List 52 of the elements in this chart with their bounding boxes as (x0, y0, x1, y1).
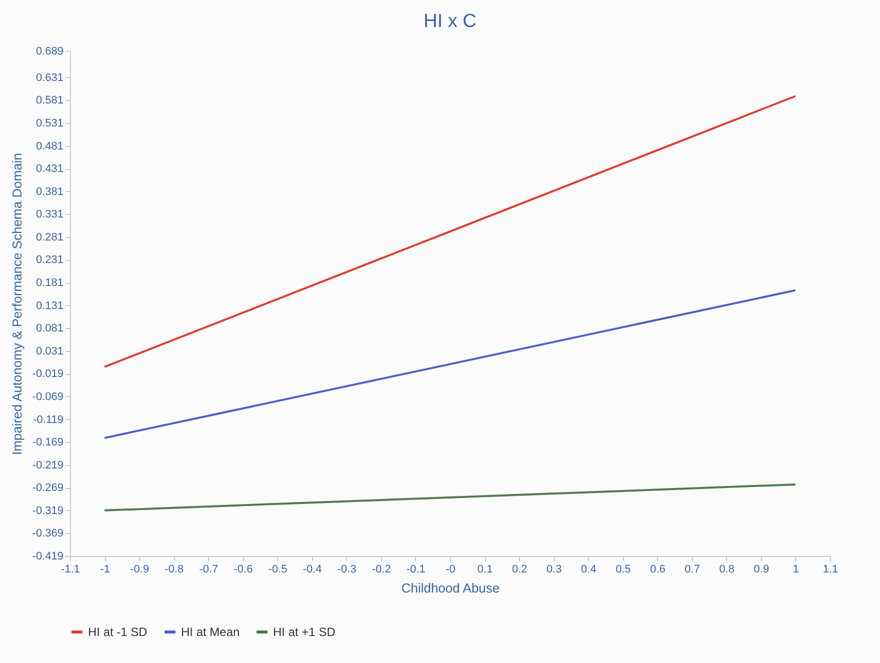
y-tick-label: 0.531 (36, 118, 64, 130)
y-tick-label: 0.031 (36, 345, 64, 358)
x-tick-label: -0.6 (234, 564, 253, 576)
y-tick-label: 0.631 (36, 72, 64, 84)
y-tick-label: -0.319 (32, 504, 64, 517)
legend-label: HI at Mean (181, 625, 240, 639)
y-tick-label: 0.231 (36, 254, 64, 266)
y-tick-label: -0.369 (32, 528, 64, 540)
y-tick-label: 0.181 (36, 277, 64, 290)
x-tick-label: 0.3 (546, 564, 562, 576)
x-tick-label: -0 (446, 564, 456, 576)
x-tick-label: 1.1 (822, 564, 838, 576)
x-tick-label: 0.6 (650, 564, 666, 576)
y-tick-label: 0.581 (36, 94, 64, 107)
x-tick-label: 0.4 (581, 564, 596, 576)
y-tick-label: -0.119 (33, 414, 64, 426)
x-tick-label: -1 (100, 564, 110, 576)
y-tick-label: -0.019 (32, 368, 64, 380)
x-tick-label: 0.1 (477, 564, 493, 576)
x-tick-label: -1.1 (61, 564, 80, 576)
x-tick-label: 0.5 (616, 564, 631, 576)
y-tick-label: 0.431 (36, 163, 64, 176)
y-tick-label: -0.269 (32, 482, 64, 494)
y-tick-label: -0.219 (32, 459, 64, 472)
y-axis-title: Impaired Autonomy & Performance Schema Domain (9, 152, 24, 456)
y-tick-label: 0.131 (36, 300, 64, 312)
x-tick-label: -0.2 (372, 564, 391, 576)
x-tick-label: 0.7 (684, 564, 700, 576)
y-tick-label: 0.281 (36, 231, 64, 244)
chart-title: HI x C (424, 11, 476, 32)
legend-label: HI at +1 SD (273, 625, 336, 639)
y-tick-label: 0.081 (36, 322, 64, 335)
y-tick-label: -0.419 (32, 550, 64, 562)
legend-label: HI at -1 SD (88, 625, 148, 639)
x-tick-label: -0.3 (337, 564, 356, 576)
y-tick-label: -0.069 (32, 390, 64, 403)
x-axis-title: Childhood Abuse (401, 580, 500, 596)
x-tick-label: -0.4 (302, 564, 322, 576)
x-tick-label: -0.7 (199, 564, 218, 576)
x-tick-label: 0.2 (512, 564, 528, 576)
x-tick-label: -0.1 (406, 564, 426, 576)
x-tick-label: 1 (792, 564, 800, 576)
x-tick-label: -0.9 (130, 564, 150, 576)
y-tick-label: 0.381 (36, 186, 64, 198)
y-tick-label: -0.169 (32, 436, 64, 449)
x-tick-label: 0.8 (719, 564, 735, 576)
x-tick-label: 0.9 (754, 564, 770, 576)
y-tick-label: 0.689 (36, 46, 64, 58)
x-tick-label: -0.8 (164, 564, 184, 576)
y-tick-label: 0.331 (36, 208, 64, 221)
y-tick-label: 0.481 (36, 140, 64, 152)
x-tick-label: -0.5 (268, 564, 288, 576)
